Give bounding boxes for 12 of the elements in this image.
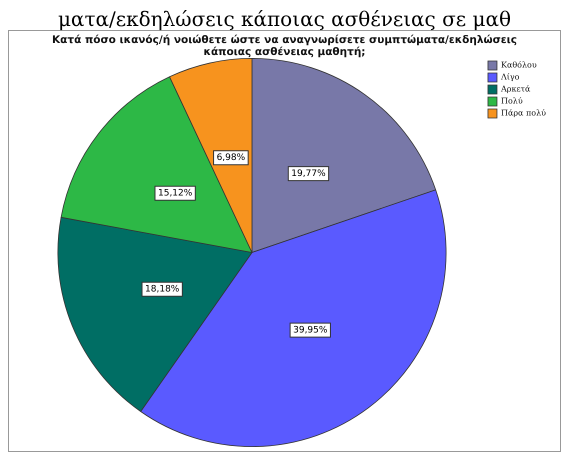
legend-label: Πάρα πολύ bbox=[500, 108, 546, 118]
data-label: 39,95% bbox=[293, 325, 328, 336]
legend-label: Αρκετά bbox=[500, 84, 532, 94]
data-label: 19,77% bbox=[291, 168, 326, 179]
data-label: 15,12% bbox=[158, 188, 193, 199]
text: ματα/εκδηλώσεις κάποιας ασθένειας σε μαθ bbox=[56, 7, 512, 31]
data-label: 18,18% bbox=[145, 284, 180, 295]
legend-label: Καθόλου bbox=[500, 60, 537, 70]
data-label: 6,98% bbox=[216, 153, 246, 164]
chart-title: Κατά πόσο ικανός/ή νοιώθετε ώστε να αναγνωρίσετε συμπτώματα/εκδηλώσεις κάποιας ασθένειας μαθητή; bbox=[51, 33, 518, 58]
legend-label: Λίγο bbox=[500, 72, 520, 82]
legend-label: Πολύ bbox=[500, 96, 523, 106]
